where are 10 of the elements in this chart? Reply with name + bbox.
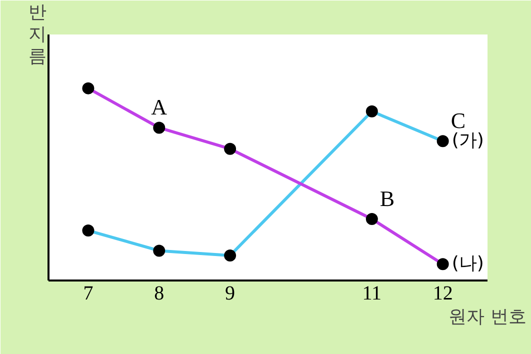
x-tick-label: 8 bbox=[154, 282, 164, 304]
annotation: B bbox=[380, 186, 395, 211]
y-axis-title: 반지름 bbox=[28, 2, 46, 68]
x-tick-label: 9 bbox=[225, 282, 236, 304]
x-tick-label: 7 bbox=[83, 282, 94, 304]
x-tick-label: 11 bbox=[362, 282, 382, 304]
x-axis-title: 원자 번호 bbox=[448, 306, 526, 328]
x-tick-label: 12 bbox=[432, 282, 453, 304]
annotation: A bbox=[151, 94, 168, 120]
series-label: (나) bbox=[452, 253, 484, 274]
